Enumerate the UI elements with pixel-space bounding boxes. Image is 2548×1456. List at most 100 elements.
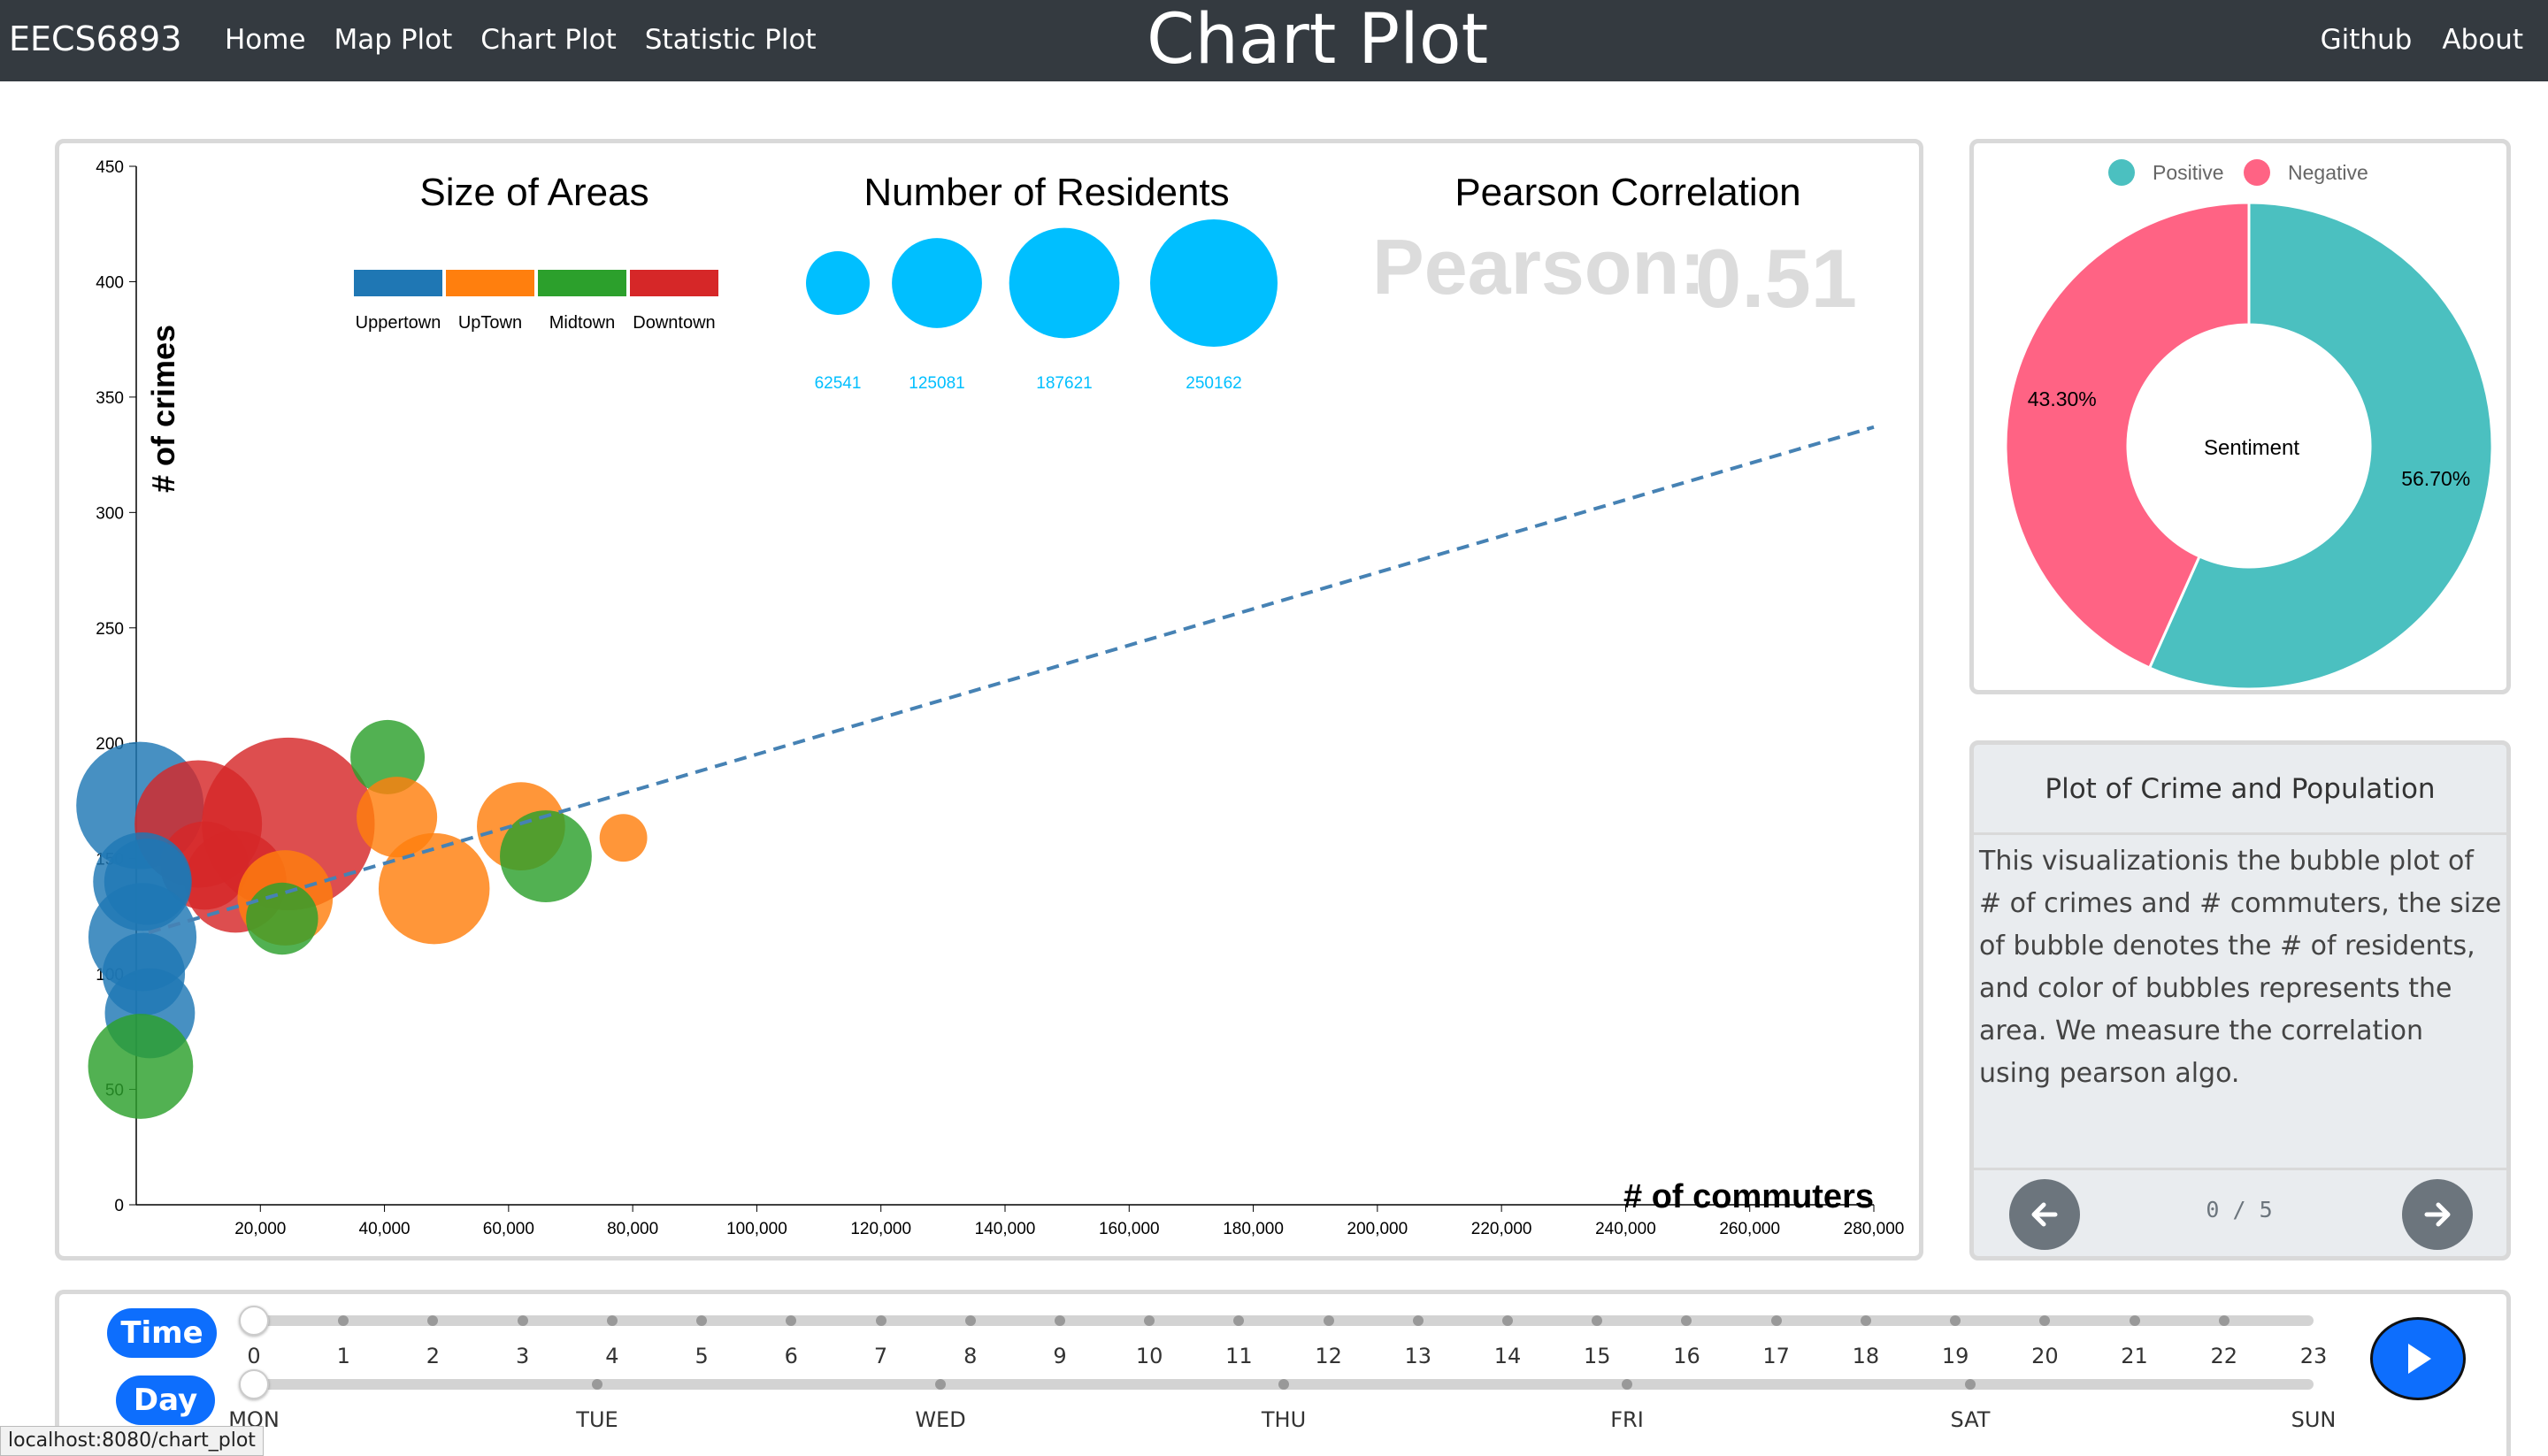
slider-label: 2: [426, 1344, 441, 1368]
browser-status-url: localhost:8080/chart_plot: [0, 1426, 264, 1456]
slider-label: SUN: [2291, 1407, 2337, 1432]
slider-label: 17: [1762, 1344, 1790, 1368]
day-tick: [1965, 1379, 1976, 1390]
y-tick-label: 350: [96, 389, 124, 408]
slider-label: FRI: [1610, 1407, 1644, 1432]
info-card: Plot of Crime and Population This visual…: [1969, 740, 2511, 1261]
donut-center-label: Sentiment: [2204, 436, 2299, 460]
next-button[interactable]: [2402, 1179, 2473, 1250]
time-tick: [964, 1315, 976, 1326]
nav-link-home[interactable]: Home: [225, 24, 306, 56]
slider-label: THU: [1261, 1407, 1307, 1432]
area-legend-label: UpTown: [458, 313, 522, 333]
slider-handle[interactable]: [239, 1369, 269, 1399]
x-tick-label: 180,000: [1223, 1220, 1284, 1238]
y-tick-label: 250: [96, 620, 124, 639]
time-tick: [1323, 1315, 1334, 1326]
areas-legend: Uppertown UpTown Midtown Downtown: [354, 270, 718, 333]
data-bubble: [378, 832, 490, 945]
time-tick: [427, 1315, 439, 1326]
time-tick: [1144, 1315, 1155, 1326]
areas-legend-title: Size of Areas: [419, 171, 649, 214]
legend-label: Negative: [2288, 161, 2368, 184]
nav-right-links: Github About: [2321, 24, 2523, 56]
area-swatch: [538, 270, 626, 296]
x-tick-label: 100,000: [726, 1220, 787, 1238]
slider-label: 16: [1673, 1344, 1700, 1368]
prev-button[interactable]: [2009, 1179, 2080, 1250]
nav-links: Home Map Plot Chart Plot Statistic Plot: [225, 24, 817, 56]
x-tick-label: 240,000: [1595, 1220, 1656, 1238]
y-tick-label: 0: [114, 1197, 124, 1215]
area-swatch: [630, 270, 718, 296]
slider-label: 8: [963, 1344, 978, 1368]
day-tick: [592, 1379, 602, 1390]
nav-link-about[interactable]: About: [2442, 24, 2523, 56]
bubble-chart-panel: 20,000 40,000 60,000 80,000 100,000 120,000 14…: [55, 139, 1923, 1261]
chart-axes: 20,000 40,000 60,000 80,000 100,000 120,000 14…: [96, 158, 1904, 1238]
time-tick: [2218, 1315, 2230, 1326]
area-swatch: [446, 270, 534, 296]
brand-link[interactable]: EECS6893: [9, 19, 182, 58]
time-tick: [1592, 1315, 1603, 1326]
slider-label: 13: [1404, 1344, 1432, 1368]
bubble-chart: 20,000 40,000 60,000 80,000 100,000 120,000 14…: [76, 158, 1904, 1238]
page-title: Chart Plot: [1147, 0, 1489, 80]
nav-link-statistic-plot[interactable]: Statistic Plot: [644, 24, 817, 56]
residents-legend-title: Number of Residents: [863, 171, 1229, 214]
time-tick: [696, 1315, 708, 1326]
time-tick: [517, 1315, 528, 1326]
x-tick-label: 40,000: [359, 1220, 411, 1238]
time-tick: [606, 1315, 618, 1326]
time-tick: [1502, 1315, 1514, 1326]
slider-label: 14: [1493, 1344, 1522, 1368]
donut-slice: [2004, 201, 2251, 670]
bubble-layer: [76, 719, 648, 1119]
slider-label: 20: [2031, 1344, 2059, 1368]
day-tick: [935, 1379, 946, 1390]
arrow-right-icon: [2424, 1202, 2451, 1227]
play-button[interactable]: [2370, 1317, 2466, 1400]
data-bubble: [88, 1014, 194, 1119]
nav-link-map-plot[interactable]: Map Plot: [334, 24, 453, 56]
top-navbar: EECS6893 Home Map Plot Chart Plot Statis…: [0, 0, 2548, 81]
slider-label: 5: [695, 1344, 709, 1368]
sentiment-donut-chart: Positive Negative 56.70% 43.30% Sentiment: [2004, 159, 2494, 691]
pearson-value: 0.51: [1695, 232, 1857, 325]
x-axis-label: # of commuters: [1623, 1178, 1874, 1215]
slider-track[interactable]: [254, 1315, 2314, 1326]
resident-size-label: 250162: [1186, 374, 1241, 393]
slider-handle[interactable]: [239, 1306, 269, 1336]
time-tick: [2129, 1315, 2140, 1326]
y-tick-label: 450: [96, 158, 124, 177]
nav-link-github[interactable]: Github: [2320, 24, 2413, 56]
resident-size-bubble: [1150, 219, 1278, 347]
day-tick: [1622, 1379, 1632, 1390]
slider-label: 19: [1941, 1344, 1969, 1368]
x-tick-label: 120,000: [850, 1220, 911, 1238]
resident-size-label: 125081: [909, 374, 964, 393]
data-bubble: [246, 882, 318, 955]
pager-indicator: 0 / 5: [2206, 1197, 2273, 1222]
slider-label: 10: [1135, 1344, 1163, 1368]
day-tick: [1278, 1379, 1289, 1390]
nav-link-chart-plot[interactable]: Chart Plot: [480, 24, 617, 56]
day-pill-label: Day: [116, 1376, 215, 1425]
slider-label: 11: [1225, 1344, 1253, 1368]
x-tick-label: 280,000: [1844, 1220, 1905, 1238]
x-tick-label: 20,000: [234, 1220, 286, 1238]
slider-label: 9: [1053, 1344, 1067, 1368]
time-tick: [1054, 1315, 1065, 1326]
sentiment-donut-panel: Positive Negative 56.70% 43.30% Sentiment: [1969, 139, 2511, 694]
residents-legend: 62541 125081 187621 250162: [805, 219, 1278, 393]
time-tick: [1681, 1315, 1692, 1326]
pearson-title: Pearson Correlation: [1454, 171, 1800, 214]
legend-swatch: [2244, 159, 2270, 186]
time-tick: [1412, 1315, 1424, 1326]
time-tick: [875, 1315, 886, 1326]
resident-size-bubble: [892, 238, 982, 328]
slider-label: 22: [2210, 1344, 2238, 1368]
slider-label: 3: [516, 1344, 530, 1368]
donut-slice-label: 56.70%: [2401, 467, 2470, 490]
slider-label: TUE: [576, 1407, 618, 1432]
